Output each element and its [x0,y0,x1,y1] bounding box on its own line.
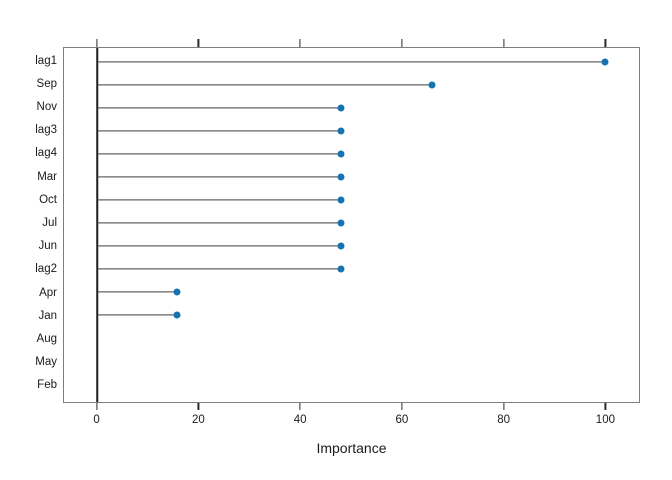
x-tick-bottom [299,403,301,410]
y-axis-label: Jan [38,309,57,322]
x-tick-top [401,39,403,47]
data-point [337,173,345,181]
stem-line [97,199,341,201]
stem-line [97,314,178,316]
x-tick-bottom [197,403,199,410]
y-axis-labels: lag1 Sep Nov lag3 lag4 Mar Oct Jul Jun lag2 Apr Jan… [0,47,57,403]
stem-line [97,245,341,247]
x-tick-top [197,39,199,47]
x-tick-label: 0 [93,414,100,426]
x-tick-label: 40 [293,414,307,426]
x-tick-top [604,39,606,47]
plot-box [63,47,640,403]
y-axis-label: lag2 [35,263,57,276]
y-axis-label: Apr [39,286,57,299]
x-tick-top [299,39,301,47]
data-point [337,196,345,204]
stem-line [97,107,341,109]
y-axis-label: Jun [38,240,57,253]
data-point [173,288,181,296]
stem-line [97,268,341,270]
x-tick-bottom [604,403,606,410]
x-tick-bottom [95,403,98,410]
y-axis-label: lag4 [35,147,57,160]
y-axis-label: Jul [42,217,57,230]
stem-line [97,153,341,155]
stem-line [97,61,605,63]
stem-line [97,84,433,86]
x-tick-bottom [401,403,403,410]
data-point [337,127,345,135]
x-axis-title: Importance [316,440,387,456]
x-tick-label: 100 [595,414,615,426]
data-point [428,81,436,89]
x-axis-ticks-bottom [63,403,640,410]
x-tick-top [503,39,505,47]
x-tick-label: 60 [395,414,409,426]
y-axis-label: Mar [37,170,57,183]
x-tick-label: 20 [191,414,205,426]
y-axis-label: May [35,356,57,369]
y-axis-label: Sep [36,77,57,90]
x-tick-label: 80 [497,414,511,426]
x-axis-tick-labels: 0 20 40 60 80 100 [63,414,640,430]
stem-line [97,176,341,178]
stem-line [97,130,341,132]
data-point [337,150,345,158]
data-point [337,219,345,227]
data-point [337,242,345,250]
y-axis-label: Aug [36,332,57,345]
zero-reference-line [96,48,99,402]
data-point [601,58,609,66]
x-tick-bottom [503,403,505,410]
y-axis-label: lag3 [35,124,57,137]
x-tick-top [95,39,98,47]
y-axis-label: Nov [36,101,57,114]
y-axis-label: Oct [39,193,57,206]
data-point [173,311,181,319]
stem-line [97,291,178,293]
stem-line [97,222,341,224]
y-axis-label: Feb [37,379,57,392]
y-axis-label: lag1 [35,54,57,67]
data-point [337,104,345,112]
data-point [337,265,345,273]
x-axis-ticks-top [63,39,640,47]
